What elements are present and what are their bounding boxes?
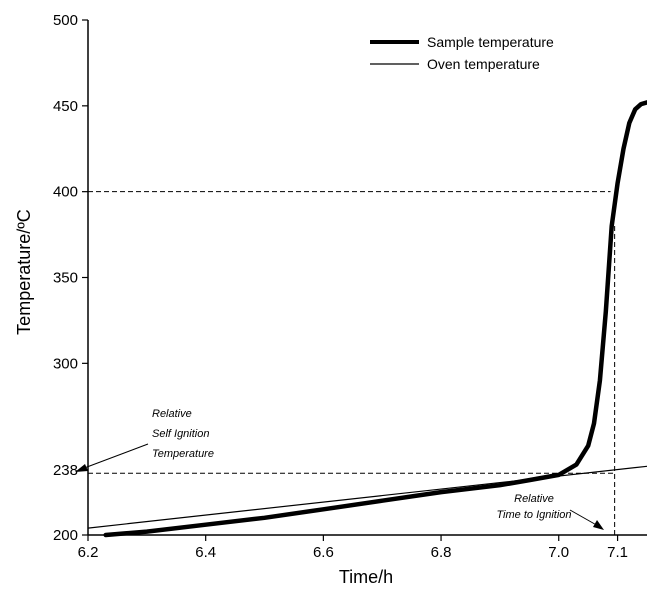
annotation-arrow-head (593, 520, 604, 530)
x-tick-label: 7.0 (548, 544, 569, 561)
annotation-line: Self Ignition (152, 428, 209, 440)
ticks: 200 238 300 350 400 450 500 6.2 6.4 6.6 6.8 7.0 7.1 (53, 12, 628, 561)
x-tick-label: 7.1 (607, 544, 628, 561)
series-line-sample-temperature (103, 100, 647, 538)
y-tick-label: 500 (53, 12, 78, 29)
x-tick-label: 6.2 (78, 544, 99, 561)
series-line-oven-temperature (87, 465, 647, 529)
y-tick-label: 200 (53, 527, 78, 544)
annotation-line: Relative (152, 408, 192, 420)
legend-label-sample: Sample temperature (427, 34, 554, 50)
annotation-self-ignition: Relative Self Ignition Temperature (75, 408, 214, 472)
y-tick-label: 400 (53, 184, 78, 201)
y-tick-label: 300 (53, 355, 78, 372)
legend: Sample temperature Oven temperature (370, 34, 554, 72)
reference-lines (88, 191, 616, 535)
annotation-arrow-shaft (78, 443, 149, 471)
y-tick-label: 450 (53, 98, 78, 115)
annotation-arrow-head (75, 464, 88, 472)
x-tick-label: 6.4 (195, 544, 216, 561)
y-axis-title: Temperature/ºC (14, 209, 34, 335)
annotation-line: Relative (514, 493, 554, 505)
x-axis-title: Time/h (339, 567, 393, 587)
x-tick-label: 6.8 (431, 544, 452, 561)
series-lines (87, 100, 647, 538)
y-tick-label: 350 (53, 270, 78, 287)
annotation-line: Time to Ignition (496, 509, 571, 521)
annotation-line: Temperature (152, 448, 214, 460)
x-tick-label: 6.6 (313, 544, 334, 561)
legend-label-oven: Oven temperature (427, 56, 540, 72)
annotation-time-to-ignition: Relative Time to Ignition (496, 493, 604, 530)
y-tick-label: 238 (53, 462, 78, 479)
